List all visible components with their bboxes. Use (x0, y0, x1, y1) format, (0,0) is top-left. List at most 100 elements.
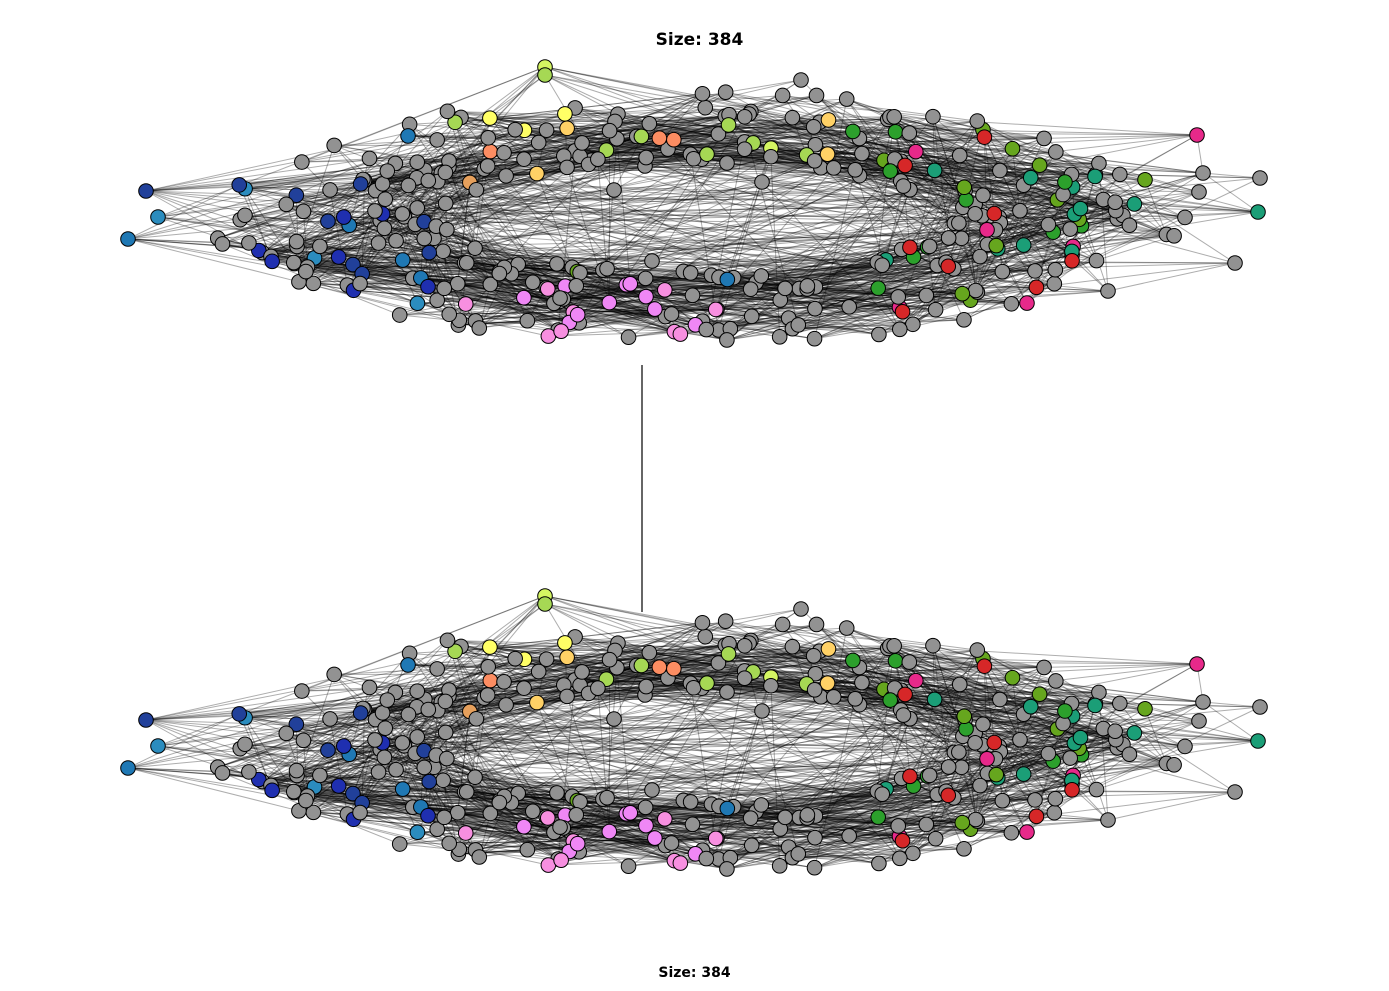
network-edge (360, 664, 642, 714)
network-edge (979, 134, 1198, 257)
network-edge (893, 116, 936, 171)
network-edge (127, 668, 438, 769)
network-edge (489, 646, 650, 654)
network-node (438, 221, 455, 238)
network-node (854, 674, 870, 691)
network-edge (899, 155, 961, 308)
network-edge (145, 698, 425, 721)
network-edge (544, 603, 834, 698)
network-edge (909, 665, 985, 720)
network-node (925, 108, 941, 125)
network-edge (799, 213, 976, 290)
network-edge (997, 663, 1198, 779)
network-edge (307, 795, 727, 870)
network-edge (445, 698, 856, 733)
network-edge (706, 288, 808, 331)
network-edge (877, 794, 938, 818)
network-edge (258, 698, 935, 780)
network-node (553, 323, 569, 339)
network-edge (433, 237, 558, 265)
network-node (150, 738, 166, 754)
network-node (808, 616, 825, 633)
network-edge (476, 646, 793, 720)
network-node (288, 716, 305, 733)
network-edge (510, 256, 981, 267)
network-edge (544, 74, 751, 112)
network-edge (217, 766, 574, 842)
network-edge (579, 116, 895, 274)
network-edge (360, 135, 642, 185)
network-edge (904, 154, 960, 166)
network-edge (544, 603, 615, 720)
network-edge (415, 210, 1020, 225)
network-edge (433, 139, 675, 239)
network-edge (833, 627, 848, 698)
network-node (429, 661, 445, 677)
network-node (682, 265, 699, 281)
network-node (956, 312, 972, 328)
network-edge (1052, 760, 1109, 821)
network-edge (788, 791, 1236, 848)
network-edge (937, 203, 1135, 266)
network-node (538, 651, 555, 667)
network-edge (961, 218, 1080, 239)
network-edge (515, 129, 967, 201)
network-edge (566, 696, 610, 832)
network-node (1137, 172, 1153, 188)
network-edge (475, 817, 548, 851)
network-edge (437, 679, 576, 712)
network-edge (527, 283, 631, 322)
network-edge (828, 647, 888, 650)
network-node (986, 205, 1003, 222)
network-edge (645, 807, 696, 855)
network-edge (272, 121, 820, 262)
network-edge (446, 229, 577, 287)
network-edge (782, 94, 1066, 183)
network-node (647, 830, 663, 846)
network-edge (380, 749, 580, 853)
network-edge (375, 666, 489, 721)
network-edge (814, 224, 1130, 310)
network-edge (912, 229, 988, 325)
network-edge (238, 713, 272, 786)
network-edge (641, 135, 965, 188)
network-edge (690, 682, 1073, 717)
network-edge (974, 162, 1100, 205)
network-node (457, 825, 474, 841)
network-node (361, 150, 378, 167)
network-edge (353, 289, 666, 318)
network-node (429, 821, 445, 838)
network-edge (576, 260, 653, 287)
network-edge (395, 642, 566, 693)
network-edge (443, 245, 930, 252)
network-node (241, 235, 257, 251)
network-node (742, 281, 759, 297)
network-edge (561, 797, 954, 861)
network-edge (361, 157, 647, 275)
network-edge (761, 710, 955, 753)
network-edge (285, 732, 450, 844)
network-node (498, 168, 514, 184)
network-edge (305, 800, 566, 816)
network-node (606, 711, 622, 727)
network-edge (820, 696, 949, 768)
network-edge (728, 643, 916, 682)
network-edge (819, 121, 947, 263)
network-node (1137, 701, 1153, 717)
network-edge (433, 110, 752, 239)
network-edge (244, 188, 963, 295)
network-node (956, 841, 972, 857)
network-node (806, 330, 823, 347)
network-edge (718, 254, 1073, 278)
network-edge (334, 144, 615, 191)
network-node (891, 850, 908, 867)
network-node (379, 163, 396, 179)
network-edge (296, 170, 891, 243)
network-edge (353, 818, 666, 847)
network-node (449, 275, 466, 292)
network-edge (671, 186, 965, 315)
network-node (838, 91, 855, 107)
network-node (1022, 698, 1039, 715)
network-node (530, 663, 547, 680)
network-node (1126, 725, 1143, 741)
